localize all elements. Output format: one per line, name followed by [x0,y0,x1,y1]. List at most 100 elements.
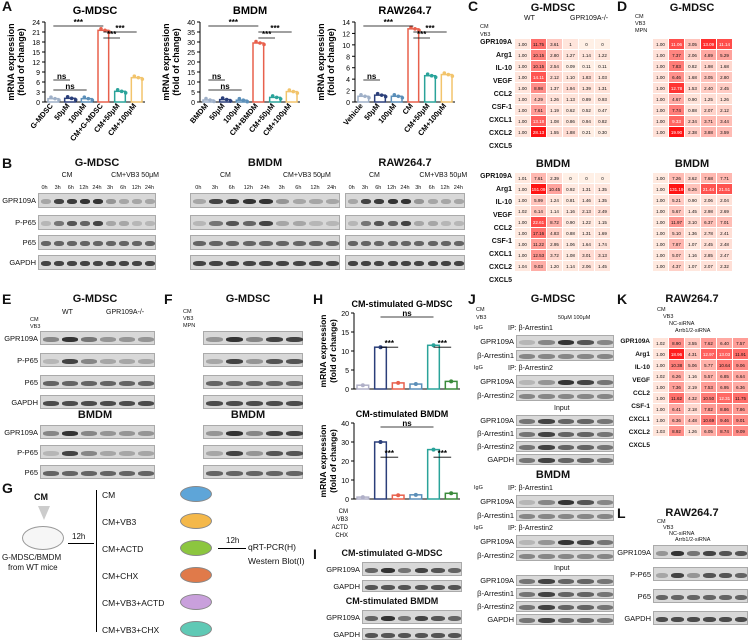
heatmap-cell: 131.19 [668,183,685,195]
x-tick-label: 100μM [376,102,398,126]
blot-band [557,340,575,345]
gene-label: Arg1 [496,52,512,59]
cm-label: CM [34,492,48,502]
blot-band [209,199,223,204]
heatmap-cell: 1.36 [684,227,701,239]
blot-strip [362,562,462,576]
data-point [446,72,451,77]
heatmap-cell: 1.00 [652,49,669,61]
data-point [400,95,405,100]
blot-strip [516,614,614,625]
heatmap-cell: 0.82 [594,115,611,127]
data-point [57,98,61,102]
blot-band [577,354,594,359]
ip-label: IP: β-Arrestin2 [508,365,553,372]
blot-band [400,199,412,204]
blot-band [364,615,379,621]
blot-band [538,445,555,450]
blot-band [557,514,575,519]
blot-band [557,458,575,463]
blot-band [119,470,136,476]
heatmap-cell: 8.72 [546,216,563,228]
y-tick-label: 6 [36,80,40,87]
blot-band [275,199,290,204]
blot-band [381,567,395,573]
blot-band [225,380,243,386]
blot-band [205,358,223,364]
lane-label: 12h [243,185,253,191]
blot-band [557,419,575,424]
sig-label: *** [107,30,117,39]
blot-band [61,400,78,406]
blot-band [360,241,372,246]
y-axis-label: mRNA expression (fold of change) [6,23,26,100]
blot-band [596,592,614,597]
blot-band [265,380,283,386]
blot-band [596,579,614,584]
heatmap-cell: 10.38 [668,359,685,371]
row-label: β-Arrestin2 [477,442,514,451]
panel-e-blots: G-MDSC WT GPR109A-/- CM VB3 GPR109A P-P65 P65 GA… [0,291,162,481]
blot-band [703,594,716,600]
cond-label: MPN [183,323,196,329]
heatmap-cell: 3.71 [700,115,717,127]
blot-band [79,241,90,246]
blot-band [265,450,283,456]
bar [440,73,453,103]
blot-band [80,400,97,406]
heatmap-cell: 8.92 [668,425,685,437]
blot-band [275,241,290,246]
blot-band [557,380,575,385]
data-point [237,96,242,101]
blot-band [655,594,669,600]
blot-strip [516,428,614,439]
heatmap-cell: 9.06 [732,359,749,371]
heatmap-cell: 10.50 [700,392,717,404]
heatmap-cell: 2.85 [700,249,717,261]
blot-strip [40,465,155,479]
blot-band [440,221,452,226]
data-point [115,88,120,92]
heatmap-cell: 7.53 [700,381,717,393]
blot-band [119,221,130,226]
blot-band [687,550,700,556]
lane-label: 6h [67,185,74,191]
data-point [396,380,401,385]
heatmap-cell: 5.29 [716,49,733,61]
cond-label: VB3 [635,21,646,27]
panel-label-e: E [2,291,12,307]
heatmap-cell: 2.95 [546,238,563,250]
row-label: GPR109A [4,334,38,343]
panel-b-blots: G-MDSC CM CM+VB3 50μM 0h 3h 6h 12h 24h 3h 6h 12h 24… [0,155,467,290]
heatmap-cell: 1.16 [684,249,701,261]
blot-band [259,221,273,226]
heatmap-cell: 6.37 [700,216,717,228]
sig-label: ns [402,419,412,428]
heatmap-cell: 1.39 [578,82,595,94]
time-label-2: 12h [226,536,240,545]
data-point [258,41,262,45]
data-point [254,39,258,44]
blot-band [518,458,536,463]
blot-band [414,241,425,246]
row-label: GPR109A [480,337,514,346]
blot-band [40,241,51,246]
blot-band [414,615,429,621]
heatmap-cell: 10.64 [716,359,733,371]
heatmap-cell: 1.02 [652,337,669,349]
heatmap-cell: 1.04 [514,260,531,272]
blot-band [596,500,614,505]
blot-band [138,430,155,436]
row-label: P65 [637,592,651,601]
lane-label: 3h [278,185,285,191]
blot-band [145,261,156,266]
blot-band [381,584,395,590]
data-point [417,28,421,33]
gene-label: CSF-1 [631,403,650,410]
heatmap-cell: 1.00 [514,115,531,127]
blot-band [557,432,575,437]
blot-band [40,221,51,226]
heatmap-cell: 1.00 [652,104,669,116]
culture-dish-icon [180,621,212,637]
heatmap-cell: 1.00 [514,126,531,138]
